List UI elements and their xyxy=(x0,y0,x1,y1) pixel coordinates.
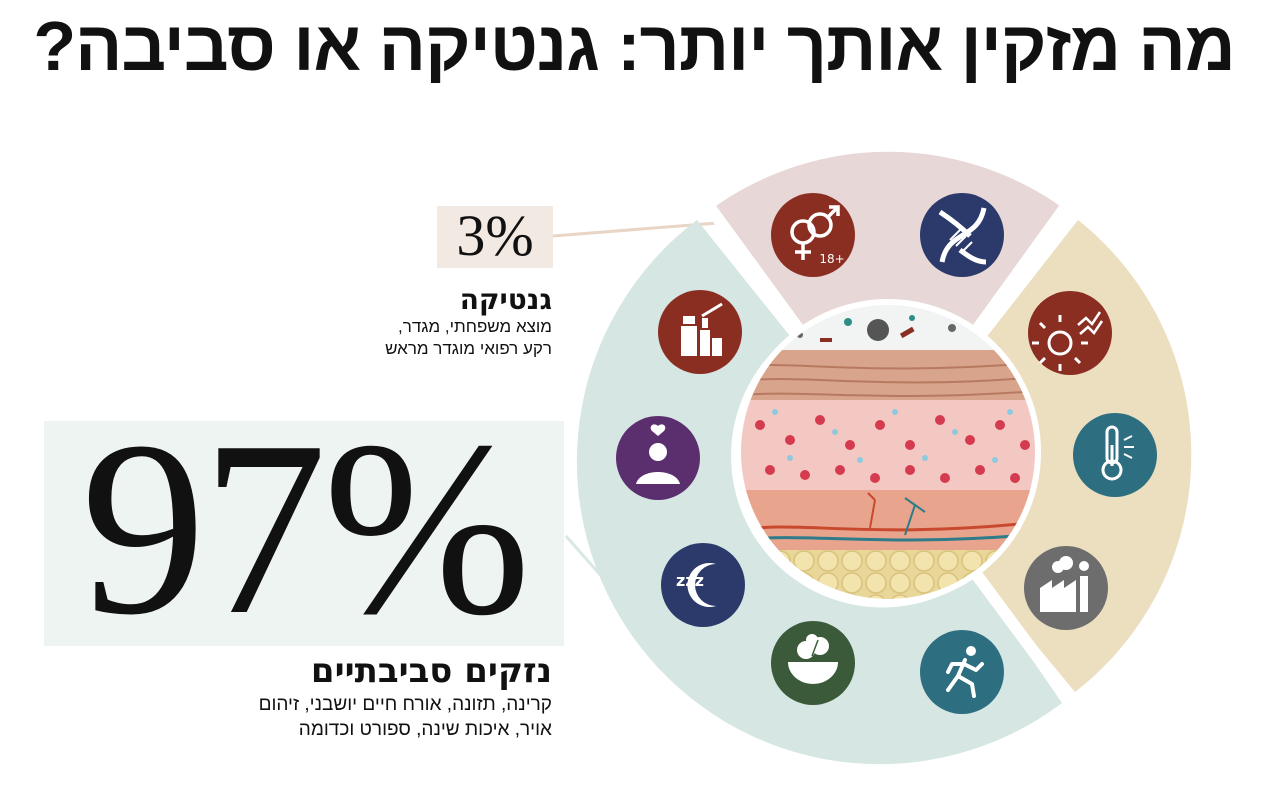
dna-icon xyxy=(920,193,1004,277)
salad-bowl-icon xyxy=(771,621,855,705)
environment-description-line: אויר, איכות שינה, ספורט וכדומה xyxy=(298,719,552,740)
genetics-description-line: רקע רפואי מוגדר מראש xyxy=(385,339,552,358)
gender-icon: 18+ xyxy=(771,193,855,277)
genetics-percent-box xyxy=(437,206,553,268)
gender-icon-label: 18+ xyxy=(819,252,844,266)
environment-percent-box xyxy=(44,421,564,646)
sleep-icon-label: zzz xyxy=(676,571,704,590)
genetics-heading: גנטיקה xyxy=(459,283,552,316)
runner-icon xyxy=(920,630,1004,714)
page-title: מה מזקין אותך יותר: גנטיקה או סביבה? xyxy=(33,7,1235,85)
genetics-percent: 3% xyxy=(456,203,534,268)
cosmetics-icon xyxy=(658,290,742,374)
environment-heading: נזקים סביבתיים xyxy=(310,651,552,691)
sun-icon xyxy=(1028,291,1112,375)
genetics-description: מוצא משפחתי, מגדר, רקע רפואי מוגדר מראש xyxy=(292,316,552,360)
genetics-leader-line xyxy=(552,220,731,238)
environment-description: קרינה, תזונה, אורח חיים יושבני, זיהום או… xyxy=(192,692,552,742)
sleep-moon-icon: zzz xyxy=(661,543,745,627)
factory-icon xyxy=(1024,546,1108,630)
thermometer-icon xyxy=(1073,413,1157,497)
environment-description-line: קרינה, תזונה, אורח חיים יושבני, זיהום xyxy=(258,694,552,715)
meditation-icon xyxy=(616,416,700,500)
genetics-description-line: מוצא משפחתי, מגדר, xyxy=(398,317,552,336)
environment-percent: 97% xyxy=(80,390,531,667)
